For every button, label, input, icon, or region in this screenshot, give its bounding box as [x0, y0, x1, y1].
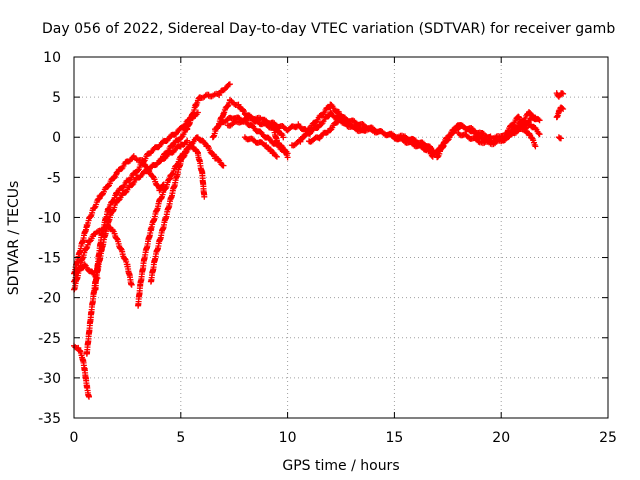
- data-point-markers: [553, 90, 567, 100]
- chart-title: Day 056 of 2022, Sidereal Day-to-day VTE…: [42, 21, 615, 37]
- series-arc-w: [555, 134, 564, 142]
- x-tick-label: 25: [599, 430, 617, 446]
- x-tick-label: 10: [279, 430, 297, 446]
- x-axis-title: GPS time / hours: [282, 458, 399, 474]
- series-arc-o: [288, 101, 368, 149]
- data-point-markers: [288, 101, 368, 149]
- data-point-markers: [241, 134, 280, 160]
- x-tick-label: 15: [385, 430, 403, 446]
- series-arc-n: [263, 109, 441, 156]
- series-arc-u: [553, 90, 567, 100]
- data-point-markers: [156, 81, 233, 165]
- x-tick-label: 20: [492, 430, 510, 446]
- y-tick-label: 10: [43, 50, 61, 66]
- y-tick-label: -20: [38, 291, 61, 307]
- series-arc-i: [156, 81, 233, 165]
- series-arc-v: [553, 104, 567, 121]
- data-point-markers: [502, 113, 539, 150]
- y-tick-label: 0: [52, 130, 61, 146]
- data-point-markers: [553, 104, 567, 121]
- tick-marks: [73, 56, 609, 419]
- y-tick-label: -25: [38, 331, 61, 347]
- series-arc-m: [241, 134, 280, 160]
- y-axis-title: SDTVAR / TECUs: [6, 181, 22, 296]
- grid: [74, 57, 608, 418]
- x-tick-label: 0: [70, 430, 79, 446]
- series-arc-t: [502, 113, 539, 150]
- y-tick-label: -15: [38, 251, 61, 267]
- y-tick-label: -5: [47, 170, 61, 186]
- plot-frame: [73, 56, 609, 419]
- x-tick-labels: 0 5 10 15 20 25: [70, 430, 617, 446]
- data-point-markers: [555, 134, 564, 142]
- y-tick-label: 5: [52, 90, 61, 106]
- series-arc-h: [147, 134, 227, 285]
- y-tick-labels: -35 -30 -25 -20 -15 -10 -5 0 5 10: [38, 50, 61, 427]
- data-point-markers: [147, 134, 227, 285]
- series-arc-f: [92, 109, 201, 293]
- x-tick-label: 5: [176, 430, 185, 446]
- data-point-markers: [263, 109, 441, 156]
- plot-points: [71, 81, 567, 400]
- data-point-markers: [92, 109, 201, 293]
- y-tick-label: -35: [38, 411, 61, 427]
- y-tick-label: -30: [38, 371, 61, 387]
- y-tick-label: -10: [38, 210, 61, 226]
